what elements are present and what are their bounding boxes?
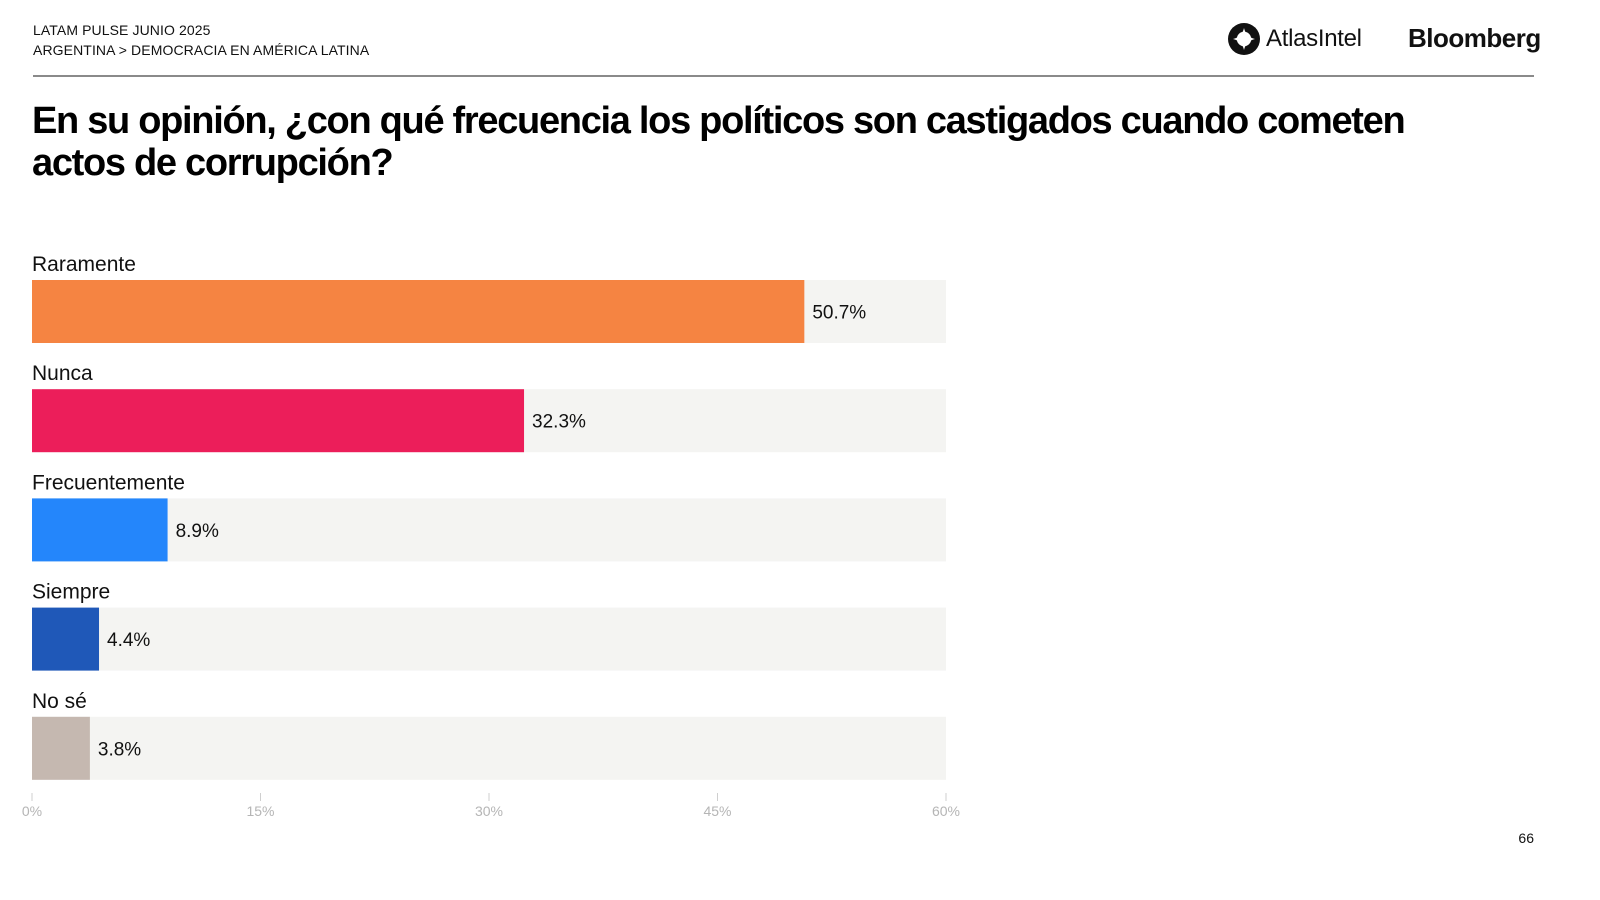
category-label: Raramente <box>32 253 136 276</box>
tick-label: 15% <box>246 803 274 819</box>
tick-label: 45% <box>703 803 731 819</box>
category-label: Siempre <box>32 581 110 604</box>
category-label: No sé <box>32 690 87 713</box>
bar-track <box>32 498 946 562</box>
bar-row: Siempre 4.4% <box>32 581 946 671</box>
bar <box>32 498 168 562</box>
bar-track <box>32 607 946 671</box>
atlasintel-logo-icon <box>1228 23 1260 55</box>
bar <box>32 280 805 343</box>
category-label: Nunca <box>32 362 93 385</box>
value-label: 3.8% <box>98 739 141 760</box>
bar <box>32 389 525 453</box>
bloomberg-logo: Bloomberg <box>1408 23 1541 53</box>
survey-name: LATAM PULSE JUNIO 2025 <box>33 22 211 38</box>
tick-label: 60% <box>932 803 960 819</box>
atlasintel-logo-text: AtlasIntel <box>1266 25 1362 52</box>
value-label: 32.3% <box>532 412 586 433</box>
page-number: 66 <box>1518 830 1534 846</box>
bar <box>32 716 90 780</box>
tick-label: 0% <box>22 803 42 819</box>
bar-row: Raramente 50.7% <box>32 253 946 343</box>
breadcrumb: ARGENTINA > DEMOCRACIA EN AMÉRICA LATINA <box>33 42 370 58</box>
bar-track <box>32 716 946 780</box>
value-label: 8.9% <box>176 521 219 542</box>
atlasintel-logo: AtlasIntel <box>1228 23 1362 55</box>
bar-row: Nunca 32.3% <box>32 362 946 453</box>
bar-row: No sé 3.8% <box>32 690 946 780</box>
bar-row: Frecuentemente 8.9% <box>32 471 946 562</box>
category-label: Frecuentemente <box>32 471 185 494</box>
value-label: 4.4% <box>107 630 150 651</box>
chart-title: En su opinión, ¿con qué frecuencia los p… <box>32 100 1406 184</box>
header-divider <box>33 75 1534 77</box>
bar <box>32 607 100 671</box>
tick-label: 30% <box>475 803 503 819</box>
value-label: 50.7% <box>812 303 866 324</box>
